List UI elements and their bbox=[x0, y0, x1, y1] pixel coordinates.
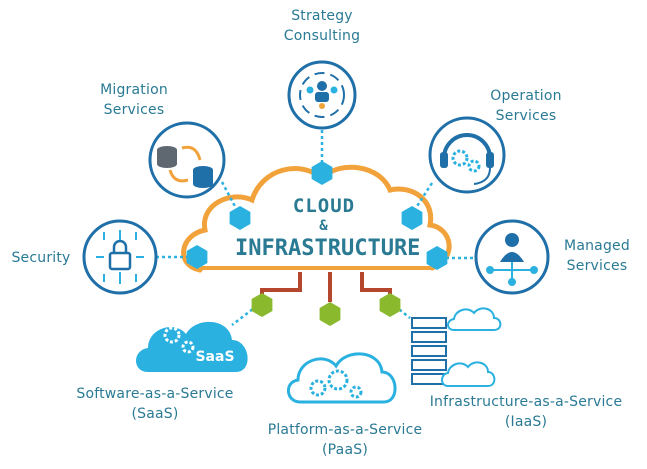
saas-badge: SaaS bbox=[195, 349, 234, 365]
center-title-line2: & bbox=[319, 218, 329, 234]
label-operation-line1: Operation bbox=[490, 88, 562, 104]
center-title: CLOUD & INFRASTRUCTURE bbox=[235, 195, 421, 261]
label-managed-line2: Services bbox=[566, 258, 628, 274]
label-paas-line1: Platform-as-a-Service bbox=[267, 422, 423, 438]
hex-node-paas bbox=[319, 302, 341, 326]
manager-network-icon bbox=[474, 219, 550, 295]
label-security-line1: Security bbox=[11, 250, 71, 266]
label-iaas-line1: Infrastructure-as-a-Service bbox=[429, 394, 623, 410]
label-security: Security bbox=[4, 248, 78, 268]
hex-node-iaas bbox=[379, 293, 401, 317]
label-paas-line2: (PaaS) bbox=[322, 442, 368, 458]
label-iaas-line2: (IaaS) bbox=[504, 414, 548, 430]
paas-cloud-icon bbox=[287, 352, 397, 404]
label-migration-line2: Services bbox=[103, 102, 165, 118]
label-operation-services: Operation Services bbox=[476, 86, 576, 126]
database-migration-icon bbox=[148, 121, 226, 199]
label-managed-line1: Managed bbox=[564, 238, 630, 254]
center-title-line1: CLOUD bbox=[292, 195, 356, 217]
label-strategy-line2: Consulting bbox=[283, 28, 361, 44]
label-operation-line2: Services bbox=[495, 108, 557, 124]
hex-node-saas bbox=[251, 293, 273, 317]
label-strategy-line1: Strategy bbox=[291, 8, 353, 24]
center-title-line3: INFRASTRUCTURE bbox=[235, 236, 421, 261]
label-iaas: Infrastructure-as-a-Service (IaaS) bbox=[410, 392, 642, 432]
label-migration-services: Migration Services bbox=[84, 80, 184, 120]
label-migration-line1: Migration bbox=[100, 82, 168, 98]
team-cycle-icon bbox=[287, 60, 357, 130]
label-managed-services: Managed Services bbox=[554, 236, 640, 276]
server-cloud-icon bbox=[411, 307, 502, 387]
label-saas: Software-as-a-Service (SaaS) bbox=[60, 384, 250, 424]
label-paas: Platform-as-a-Service (PaaS) bbox=[250, 420, 440, 460]
saas-cloud-icon: SaaS bbox=[136, 321, 248, 372]
headset-gear-icon bbox=[428, 116, 506, 194]
hex-node-strategy bbox=[311, 161, 333, 185]
circuit-lock-icon bbox=[82, 219, 158, 295]
label-strategy-consulting: Strategy Consulting bbox=[262, 6, 382, 46]
label-saas-line1: Software-as-a-Service bbox=[76, 386, 234, 402]
label-saas-line2: (SaaS) bbox=[131, 406, 179, 422]
